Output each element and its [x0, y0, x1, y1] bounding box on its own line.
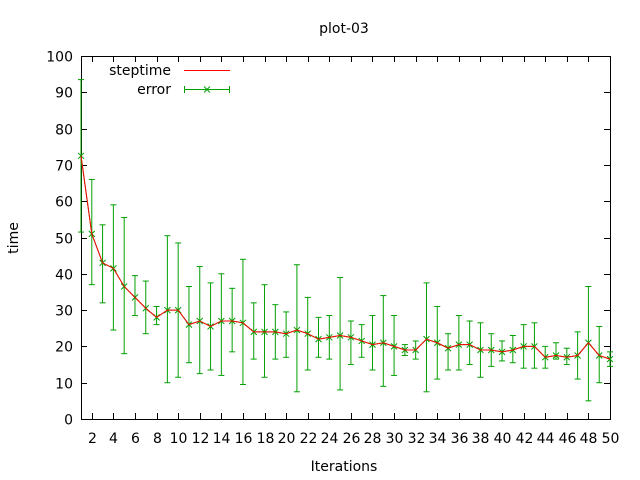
- x-tick-label: 2: [88, 431, 97, 447]
- x-tick-label: 34: [429, 431, 447, 447]
- error-line: [80, 155, 611, 360]
- x-tick-label: 48: [580, 431, 598, 447]
- y-tick-label: 50: [55, 232, 73, 248]
- x-tick-label: 28: [364, 431, 382, 447]
- y-tick-label: 10: [55, 377, 73, 393]
- x-tick-label: 8: [153, 431, 162, 447]
- y-tick-label: 70: [55, 159, 73, 175]
- y-tick-label: 20: [55, 340, 73, 356]
- x-tick-label: 44: [537, 431, 555, 447]
- x-tick-label: 26: [343, 431, 361, 447]
- legend-marker-error: [203, 86, 211, 93]
- x-tick-label: 38: [472, 431, 490, 447]
- y-tick-label: 90: [55, 86, 73, 102]
- x-tick-label: 12: [192, 431, 210, 447]
- x-tick-label: 30: [386, 431, 404, 447]
- x-tick-label: 10: [170, 431, 188, 447]
- series-steptime-line: [80, 155, 611, 360]
- x-tick-label: 24: [321, 431, 339, 447]
- y-tick-label: 40: [55, 268, 73, 284]
- x-tick-label: 6: [131, 431, 140, 447]
- plot-frame: [81, 56, 611, 420]
- y-tick-label: 80: [55, 123, 73, 139]
- x-axis: 2 4 6 8 10 12 14 16 18 20 22 24 26 28 30 32 34 36 38 40 42 44…: [88, 56, 619, 447]
- x-tick-label: 50: [602, 431, 620, 447]
- legend: steptime error: [109, 63, 230, 98]
- x-tick-label: 18: [257, 431, 275, 447]
- y-tick-label: 60: [55, 195, 73, 211]
- x-tick-label: 36: [451, 431, 469, 447]
- x-tick-label: 20: [278, 431, 296, 447]
- x-axis-label: Iterations: [311, 459, 378, 475]
- x-tick-label: 14: [213, 431, 231, 447]
- y-axis-label: time: [6, 222, 22, 254]
- x-tick-label: 42: [516, 431, 534, 447]
- x-tick-label: 32: [408, 431, 426, 447]
- x-tick-label: 22: [300, 431, 318, 447]
- x-tick-label: 16: [235, 431, 253, 447]
- x-tick-label: 40: [494, 431, 512, 447]
- x-tick-label: 4: [109, 431, 118, 447]
- y-tick-label: 100: [46, 50, 73, 66]
- chart-title: plot-03: [319, 21, 369, 37]
- series-error: [77, 79, 614, 402]
- y-tick-label: 30: [55, 304, 73, 320]
- y-axis: 0 10 20 30 40 50 60 70 80 90 100: [46, 50, 610, 429]
- legend-label-error: error: [137, 82, 171, 98]
- legend-label-steptime: steptime: [109, 63, 171, 79]
- series-layer: [77, 79, 614, 402]
- y-tick-label: 0: [64, 413, 73, 429]
- x-tick-label: 46: [559, 431, 577, 447]
